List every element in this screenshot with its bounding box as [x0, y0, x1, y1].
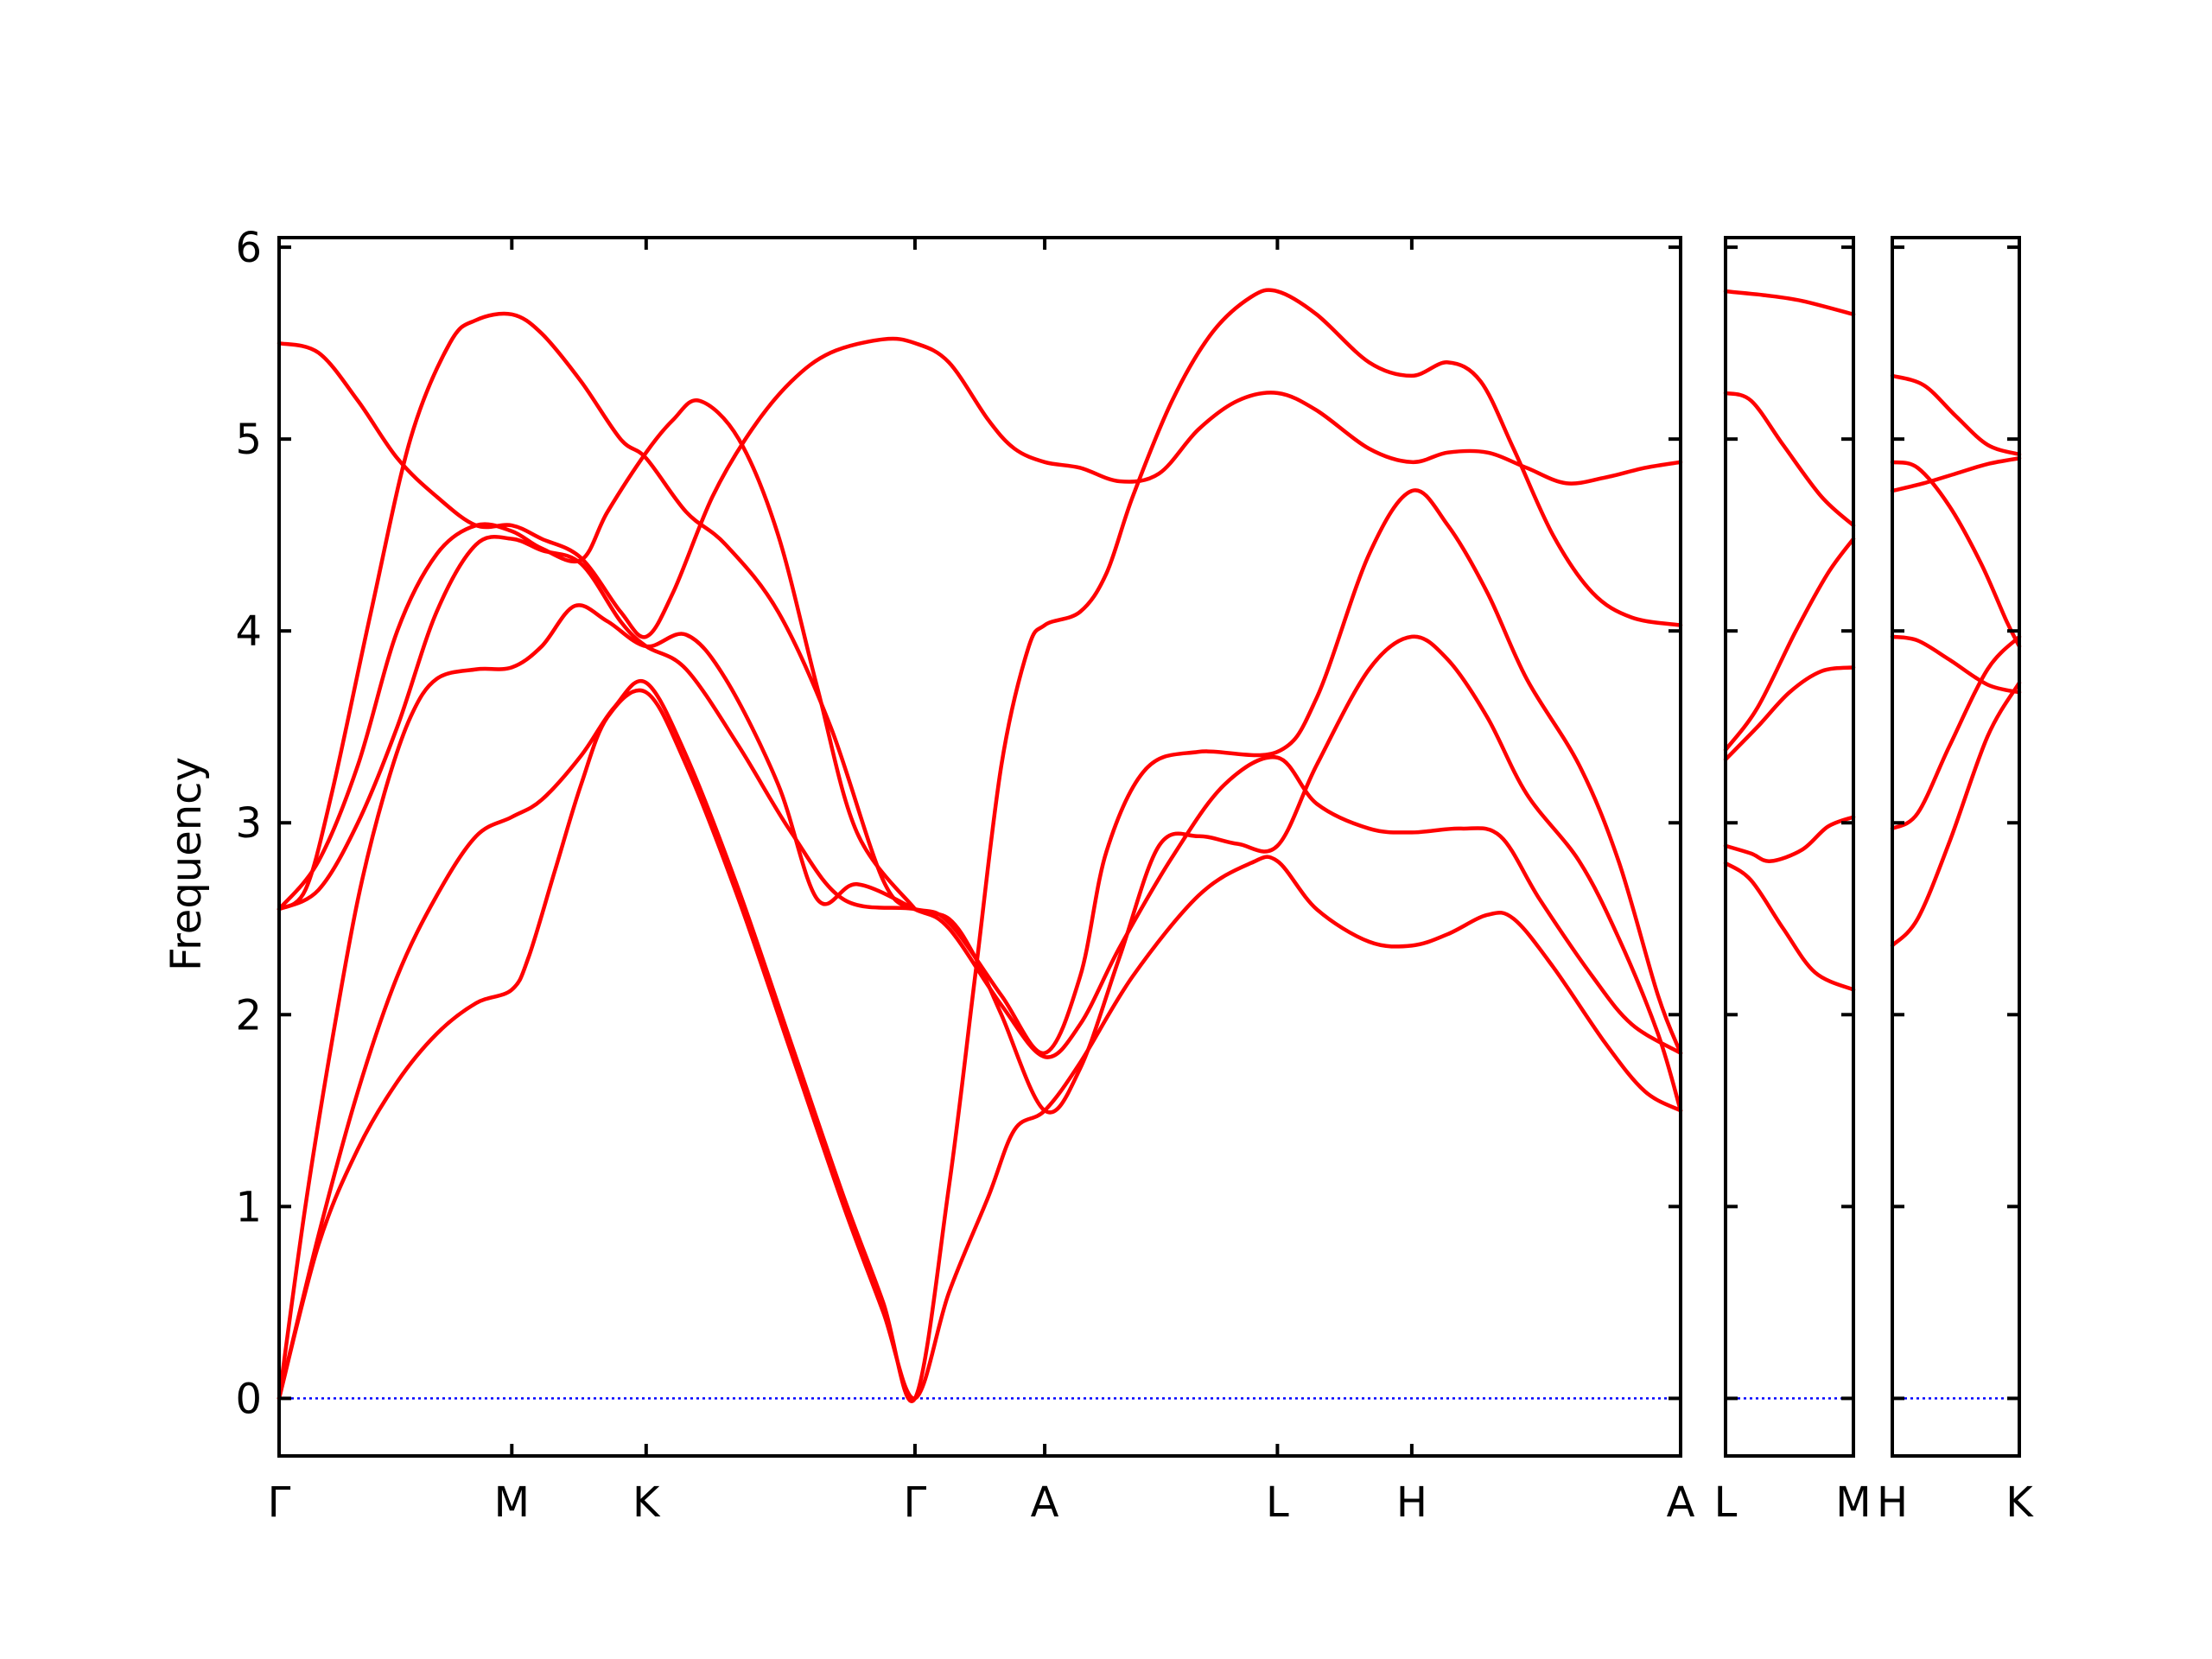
y-tick-label: 0 [235, 1375, 262, 1423]
phonon-band-1 [276, 688, 1683, 1401]
phonon-band-2 [276, 288, 1683, 1403]
x-tick-label: A [1667, 1478, 1695, 1527]
phonon-band-1 [1723, 289, 1856, 317]
phonon-band-3 [276, 603, 1683, 1401]
y-tick-label: 4 [235, 607, 262, 656]
phonon-band-5 [276, 311, 1683, 1115]
phonon-band-6 [1890, 680, 2022, 948]
phonon-band-3 [1723, 537, 1856, 753]
y-tick-label: 1 [235, 1183, 262, 1231]
panel-frame [1891, 236, 2021, 1458]
x-tick-label: H [1396, 1478, 1427, 1527]
y-tick-label: 2 [235, 991, 262, 1039]
phonon-band-6 [276, 336, 1683, 639]
x-tick-label: A [1031, 1478, 1059, 1527]
x-tick-label: L [1266, 1478, 1289, 1527]
phonon-band-5 [1890, 634, 2022, 831]
panel-1: Γ M K Γ A L H A 0 1 2 3 4 5 6 [235, 224, 1694, 1527]
phonon-band-2 [1723, 391, 1856, 528]
phonon-band-5 [1723, 815, 1856, 863]
y-tick-label: 6 [235, 224, 262, 272]
y-axis-title: Frequency [162, 757, 211, 971]
phonon-band-4 [1890, 634, 2022, 695]
x-tick-label: M [494, 1478, 530, 1527]
x-tick-label: K [2005, 1478, 2034, 1527]
phonon-band-2 [1890, 460, 2022, 649]
y-tick-label: 5 [235, 416, 262, 464]
x-tick-label: Γ [268, 1478, 291, 1527]
x-tick-label: H [1877, 1478, 1908, 1527]
panel-frame [1724, 236, 1855, 1458]
y-tick-label: 3 [235, 799, 262, 848]
x-tick-label: Γ [904, 1478, 927, 1527]
phonon-band-4 [1723, 665, 1856, 762]
phonon-band-3 [1890, 456, 2022, 493]
phonon-band-4 [276, 488, 1683, 1055]
phonon-band-6 [1723, 861, 1856, 992]
x-tick-label: M [1835, 1478, 1871, 1527]
x-tick-label: L [1714, 1478, 1738, 1527]
phonon-band-7 [276, 397, 918, 912]
phonon-band-1 [1890, 373, 2022, 457]
x-tick-label: K [632, 1478, 661, 1527]
panel-frame [277, 236, 1682, 1458]
